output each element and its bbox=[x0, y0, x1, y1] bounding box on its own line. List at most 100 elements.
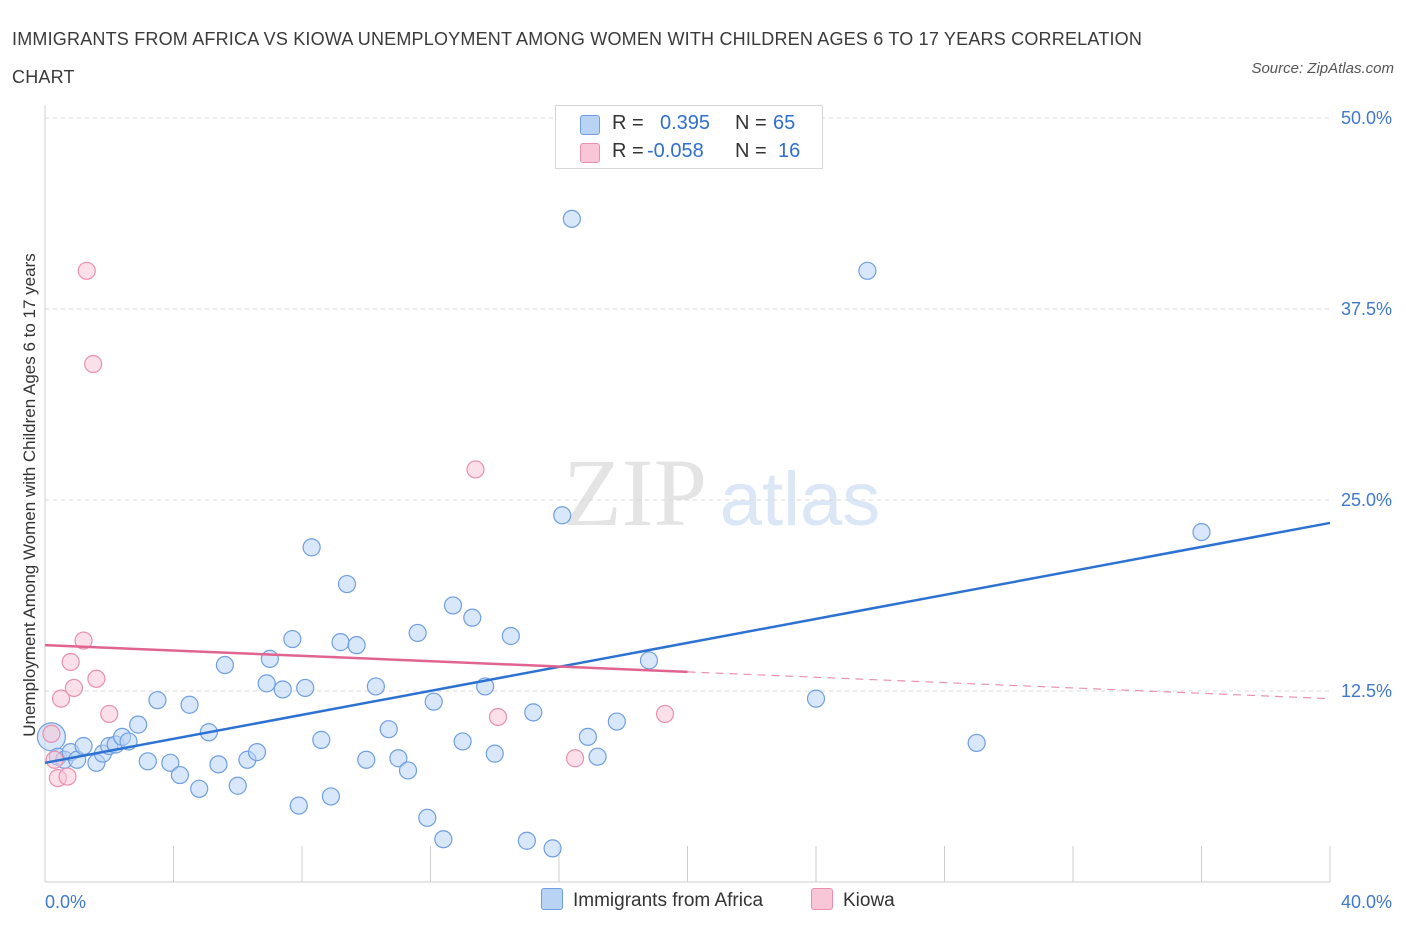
x-tick-label: 40.0% bbox=[1341, 892, 1392, 912]
data-point bbox=[215, 655, 234, 675]
legend-n-label: N = bbox=[735, 112, 767, 134]
watermark: ZIP atlas bbox=[563, 439, 880, 546]
data-point bbox=[1192, 522, 1211, 542]
data-point bbox=[543, 839, 562, 858]
data-point bbox=[180, 695, 199, 714]
legend-r-value: 0.395 bbox=[660, 112, 711, 134]
data-point bbox=[42, 724, 61, 743]
data-point bbox=[321, 787, 341, 806]
data-point bbox=[61, 652, 80, 672]
legend-swatch-africa bbox=[541, 888, 563, 910]
data-point bbox=[289, 796, 308, 815]
data-point bbox=[331, 633, 350, 652]
data-point bbox=[655, 704, 675, 724]
data-point bbox=[161, 753, 180, 772]
legend-r-label: R = bbox=[612, 112, 644, 134]
data-point bbox=[488, 707, 508, 727]
data-point bbox=[302, 538, 321, 557]
data-point bbox=[148, 691, 167, 710]
data-point bbox=[588, 747, 607, 766]
chart-title: IMMIGRANTS FROM AFRICA VS KIOWA UNEMPLOY… bbox=[12, 29, 1143, 87]
data-point bbox=[247, 743, 267, 762]
legend-r-label: R = bbox=[612, 140, 644, 162]
data-point bbox=[398, 761, 418, 780]
data-point bbox=[366, 677, 385, 696]
data-point bbox=[312, 730, 331, 749]
data-point bbox=[84, 354, 103, 374]
legend-r-value: -0.058 bbox=[647, 140, 704, 162]
data-point bbox=[453, 732, 472, 751]
x-tick-label: 0.0% bbox=[45, 892, 86, 912]
data-point bbox=[296, 678, 315, 698]
data-point bbox=[209, 755, 228, 774]
legend-item-africa: Immigrants from Africa bbox=[541, 888, 763, 912]
data-point bbox=[434, 830, 453, 849]
data-point bbox=[100, 704, 119, 724]
axes bbox=[44, 105, 1331, 883]
y-tick-label: 25.0% bbox=[1341, 490, 1392, 510]
data-point bbox=[138, 752, 157, 771]
data-point bbox=[190, 779, 209, 798]
data-point bbox=[283, 629, 302, 649]
data-point bbox=[408, 623, 427, 643]
data-point bbox=[260, 649, 279, 669]
legend-label-kiowa: Kiowa bbox=[843, 890, 895, 911]
legend-swatch-africa bbox=[580, 115, 600, 135]
data-point bbox=[257, 674, 276, 693]
data-point bbox=[607, 712, 626, 731]
y-axis-label: Unemployment Among Women with Children A… bbox=[20, 253, 39, 737]
legend-swatch-kiowa bbox=[580, 143, 600, 163]
data-point bbox=[347, 636, 366, 655]
data-point bbox=[424, 692, 443, 711]
grid-lines bbox=[45, 117, 1330, 692]
data-point bbox=[578, 727, 598, 746]
data-point bbox=[129, 715, 148, 734]
legend-label-africa: Immigrants from Africa bbox=[573, 890, 764, 911]
data-point bbox=[64, 678, 84, 698]
trend-lines bbox=[44, 521, 1331, 765]
data-point bbox=[967, 733, 986, 753]
y-tick-label: 37.5% bbox=[1341, 299, 1392, 319]
data-point bbox=[170, 765, 190, 785]
data-point bbox=[524, 703, 543, 722]
legend-item-kiowa: Kiowa bbox=[811, 888, 895, 912]
watermark-zip: ZIP bbox=[563, 439, 707, 546]
trend-line-africa bbox=[44, 521, 1331, 765]
y-tick-label: 50.0% bbox=[1341, 108, 1392, 128]
data-point bbox=[379, 720, 398, 739]
data-point bbox=[639, 651, 659, 670]
data-point bbox=[565, 749, 585, 768]
data-point bbox=[51, 689, 71, 708]
data-point bbox=[87, 669, 106, 688]
data-point bbox=[389, 749, 408, 768]
data-point bbox=[806, 689, 826, 708]
data-point bbox=[74, 736, 93, 756]
data-point bbox=[858, 261, 877, 280]
legend-n-value: 65 bbox=[773, 112, 796, 134]
data-point bbox=[77, 261, 96, 280]
legend-n-value: 16 bbox=[778, 140, 801, 162]
trend-line-kiowa-extension bbox=[687, 671, 1331, 700]
series-kiowa bbox=[42, 261, 675, 788]
data-point bbox=[273, 680, 292, 699]
tick-labels: 12.5% 25.0% 37.5% 50.0% 0.0% 40.0% bbox=[45, 108, 1392, 912]
data-point bbox=[337, 574, 357, 594]
data-point bbox=[443, 596, 463, 615]
data-point bbox=[485, 744, 504, 763]
data-point bbox=[463, 608, 482, 627]
data-point bbox=[74, 631, 93, 650]
data-point bbox=[58, 767, 77, 786]
stats-legend: R = 0.395 N = 65 R = -0.058 N = 16 bbox=[555, 105, 823, 169]
data-point bbox=[466, 460, 485, 479]
data-point bbox=[357, 750, 376, 769]
source-text: Source: ZipAtlas.com bbox=[1251, 60, 1394, 77]
data-point bbox=[418, 808, 437, 827]
data-point bbox=[517, 831, 536, 850]
data-point bbox=[553, 506, 572, 525]
data-point bbox=[228, 776, 247, 795]
data-point bbox=[501, 626, 520, 646]
legend-n-label: N = bbox=[735, 140, 767, 162]
legend-swatch-kiowa bbox=[811, 888, 833, 910]
trend-line-kiowa bbox=[44, 643, 688, 674]
